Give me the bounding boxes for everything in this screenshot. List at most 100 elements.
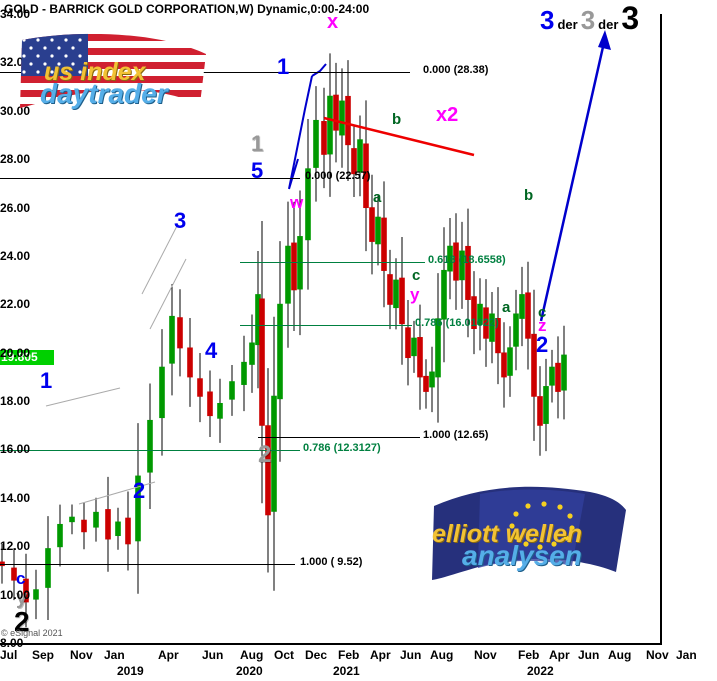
level-line-fib-1-000-9-52 [0, 564, 295, 565]
candle-body [33, 589, 39, 600]
candle-body [393, 279, 399, 309]
date-tick: Jun [578, 648, 600, 662]
candle-body [169, 315, 175, 364]
label-1-gray-mid: 1 [251, 131, 264, 156]
level-label-fib-0-786-12-3127: 0.786 (12.3127) [303, 442, 381, 454]
forecast-part-3: der [598, 17, 619, 32]
eu-flag-graphic [432, 486, 626, 580]
candle-body [333, 94, 339, 131]
level-label-fib-1-000-12-65: 1.000 (12.65) [423, 429, 489, 441]
projection-arrow-head [598, 30, 611, 50]
level-line-fib-0-000-28-38 [0, 72, 410, 73]
candle-body [285, 245, 291, 304]
candle-body [271, 395, 277, 512]
us-index-daytrader-logo: us index daytrader [14, 32, 214, 114]
candle-body [423, 375, 429, 392]
label-c-green-mid: c [412, 267, 421, 284]
label-w-magenta: w [290, 193, 304, 212]
date-tick: Apr [370, 648, 391, 662]
candlestick-svg [0, 30, 611, 628]
candle-body [241, 361, 247, 385]
candle-body [207, 391, 213, 417]
candle-body [549, 366, 555, 386]
candle-body [411, 337, 417, 357]
elliott-wellen-analysen-logo: elliott wellen analysen [420, 480, 660, 585]
price-tick: 28.00 [0, 152, 31, 167]
date-tick: Nov [646, 648, 669, 662]
label-a-green-right: a [502, 299, 511, 316]
date-tick: Nov [474, 648, 497, 662]
candle-body [507, 347, 513, 376]
candle-body [375, 216, 381, 245]
candle-body [363, 143, 369, 209]
candle-body [453, 242, 459, 281]
date-tick: Jul [0, 648, 18, 662]
candle-body [561, 354, 567, 391]
price-chart-plot[interactable] [0, 14, 660, 644]
candle-body [249, 342, 255, 365]
candle-body [217, 402, 223, 419]
price-axis[interactable]: 19.805 34.00 32.00 30.00 28.00 26.00 24.00 22.… [0, 0, 54, 681]
candle-body [159, 366, 165, 419]
candle-body [197, 378, 203, 397]
candle-body [305, 168, 311, 241]
candle-body [369, 207, 375, 242]
forecast-part-0: 3 [540, 5, 555, 35]
candle-body [313, 119, 319, 168]
forecast-part-1: der [557, 17, 578, 32]
level-line-fib-0-786-12-3127 [0, 450, 300, 451]
candle-body [537, 396, 543, 426]
candle-body [291, 242, 297, 291]
label-2-black-bottom: 2 [14, 606, 30, 637]
logo-us-line1: us index [44, 58, 146, 86]
label-2-blue-left: 2 [133, 478, 146, 503]
candle-body [105, 509, 111, 540]
level-label-fib-0-000-28-38: 0.000 (28.38) [423, 64, 489, 76]
candle-body [489, 313, 495, 342]
candle-body [321, 121, 327, 155]
level-line-fib-0-786-16-01622 [240, 325, 412, 326]
logo-eu-line1: elliott wellen [432, 520, 583, 548]
label-b-green-upper: b [392, 111, 402, 128]
candle-body [93, 511, 99, 528]
candle-body [555, 362, 561, 392]
date-tick: Apr [549, 648, 570, 662]
forecast-part-4: 3 [621, 0, 640, 36]
level-label-fib-0-000-22-57: 0.000 (22.57) [305, 170, 371, 182]
date-tick: Oct [274, 648, 295, 662]
price-tick: 26.00 [0, 200, 31, 215]
level-line-fib-0-618-18-6558 [240, 262, 425, 263]
date-tick: Nov [70, 648, 93, 662]
candle-body [477, 303, 483, 325]
candle-body [405, 327, 411, 359]
us-flag-graphic [20, 33, 206, 109]
candle-body [351, 148, 357, 175]
date-tick: Apr [158, 648, 179, 662]
red-trendline [323, 116, 475, 157]
candle-body [513, 313, 519, 347]
candle-body [387, 274, 393, 305]
level-label-fib-0-786-16-01622: 0.786 (16.01622) [415, 317, 499, 329]
date-tick: Aug [240, 648, 264, 662]
candle-body [259, 298, 265, 426]
level-line-fib-1-000-12-65 [258, 437, 420, 438]
candle-body [435, 318, 441, 378]
candle-body [459, 250, 465, 281]
price-tick: 16.00 [0, 442, 31, 457]
date-tick: Jan [676, 648, 697, 662]
price-tick: 8.00 [0, 636, 24, 650]
label-y-gray-bottom: y [16, 587, 28, 609]
candle-body [483, 307, 489, 339]
date-tick: Dec [305, 648, 328, 662]
candle-body [465, 245, 471, 300]
label-z-magenta: z [538, 316, 547, 335]
candle-body [125, 517, 131, 545]
candle-body [543, 386, 549, 424]
price-tick: 18.00 [0, 394, 31, 409]
candle-body [531, 333, 537, 397]
candle-body [399, 277, 405, 325]
logo-eu-line2: analysen [462, 540, 582, 571]
candle-body [177, 317, 183, 349]
